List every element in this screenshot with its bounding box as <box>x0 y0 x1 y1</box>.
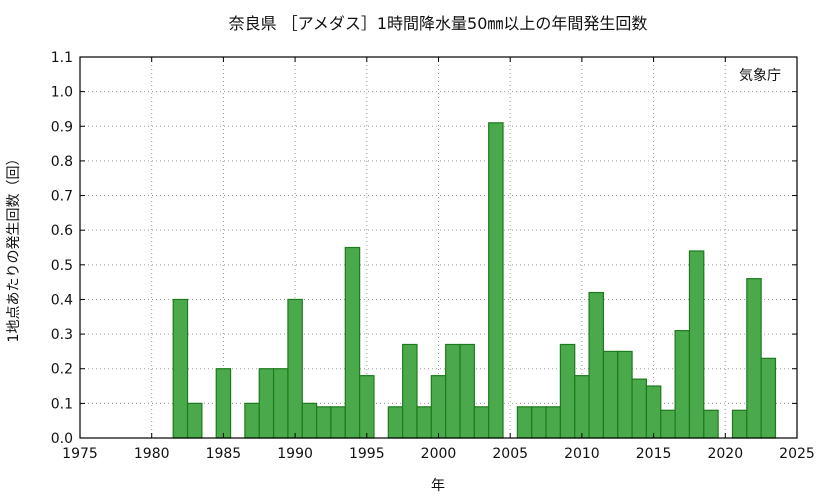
bar-1999 <box>416 406 432 439</box>
bar-2017 <box>674 330 691 439</box>
plot-frame <box>79 56 798 439</box>
bar-2011 <box>588 291 605 439</box>
bar-2000 <box>430 375 447 439</box>
bar-1983 <box>186 402 203 439</box>
bar-2010 <box>574 375 590 439</box>
y-tick-label: 0.1 <box>51 396 73 412</box>
bar-2012 <box>602 350 619 439</box>
x-tick-label: 1990 <box>277 446 313 462</box>
axis-ticks: 1975 1980 1985 1990 1995 2000 2005 2010 2015 2020… <box>51 50 815 462</box>
bar-1990 <box>287 298 303 439</box>
bar-1998 <box>402 343 418 439</box>
bar-2004 <box>488 122 504 439</box>
x-tick-label: 2000 <box>421 446 457 462</box>
source-label: 気象庁 <box>739 68 781 84</box>
x-tick-label: 1985 <box>206 446 242 462</box>
bars <box>172 122 777 439</box>
bar-1987 <box>244 402 260 439</box>
bar-2018 <box>688 250 705 439</box>
bar-1995 <box>359 375 375 439</box>
y-tick-label: 0.5 <box>51 258 73 274</box>
bar-1982 <box>172 298 189 439</box>
bar-2006 <box>516 406 533 439</box>
bar-2016 <box>660 409 676 439</box>
bar-1991 <box>301 402 318 439</box>
bar-2001 <box>445 343 461 439</box>
x-tick-label: 1995 <box>349 446 385 462</box>
y-tick-label: 0.7 <box>51 189 73 205</box>
bar-2015 <box>645 385 662 439</box>
x-tick-label: 2025 <box>779 446 815 462</box>
bar-2002 <box>459 343 475 439</box>
bar-2009 <box>559 343 576 439</box>
y-tick-label: 0.2 <box>51 362 73 378</box>
bar-2013 <box>617 350 633 439</box>
bar-1997 <box>387 406 404 439</box>
y-tick-label: 1.1 <box>51 50 73 66</box>
y-tick-label: 0.0 <box>51 431 73 447</box>
bar-1985 <box>215 368 232 439</box>
y-tick-label: 0.3 <box>51 327 73 343</box>
chart-title: 奈良県 ［アメダス］1時間降水量50㎜以上の年間発生回数 <box>229 14 648 33</box>
bar-2022 <box>746 278 762 439</box>
y-axis-label: 1地点あたりの発生回数（回） <box>6 152 22 343</box>
x-tick-label: 1980 <box>134 446 170 462</box>
x-tick-label: 1975 <box>62 446 98 462</box>
bar-2021 <box>731 409 748 439</box>
bar-2008 <box>545 406 561 439</box>
bar-1992 <box>316 406 332 439</box>
y-tick-label: 0.6 <box>51 223 73 239</box>
x-tick-label: 2005 <box>492 446 528 462</box>
y-tick-label: 0.8 <box>51 154 73 170</box>
x-tick-label: 2010 <box>564 446 600 462</box>
bar-1989 <box>272 368 289 439</box>
y-tick-label: 1.0 <box>51 85 73 101</box>
bar-1994 <box>344 246 361 439</box>
bar-1993 <box>330 406 346 439</box>
bar-2023 <box>760 357 777 439</box>
bar-2003 <box>473 406 490 439</box>
bar-1988 <box>258 368 275 439</box>
bar-2007 <box>531 406 547 439</box>
bar-2019 <box>703 409 719 439</box>
y-tick-label: 0.4 <box>51 292 73 308</box>
bar-2014 <box>631 378 648 439</box>
y-tick-label: 0.9 <box>51 119 73 135</box>
x-tick-label: 2020 <box>707 446 743 462</box>
x-tick-label: 2015 <box>636 446 672 462</box>
x-axis-label: 年 <box>431 478 445 494</box>
